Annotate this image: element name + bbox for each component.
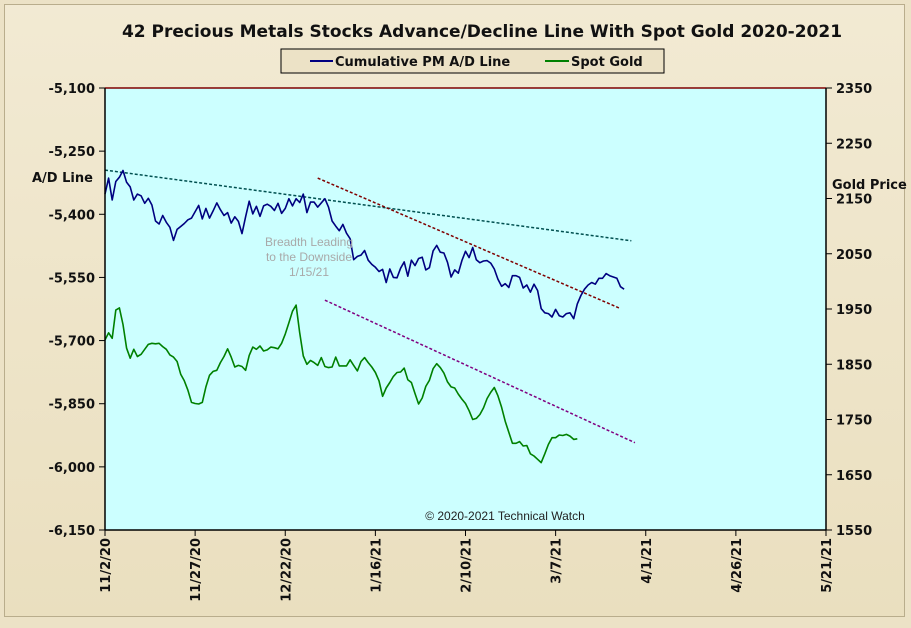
left-tick-label: -5,250 xyxy=(48,145,95,160)
x-tick-label: 4/1/21 xyxy=(640,538,655,584)
plot-area xyxy=(105,88,826,530)
left-tick-label: -5,100 xyxy=(48,82,95,97)
right-tick-label: 2150 xyxy=(836,193,872,208)
x-tick-label: 5/21/21 xyxy=(820,538,835,593)
left-tick-label: -5,550 xyxy=(48,271,95,286)
legend-label-ad-line: Cumulative PM A/D Line xyxy=(335,55,510,70)
left-axis-label: A/D Line xyxy=(32,171,93,186)
x-tick-label: 3/7/21 xyxy=(550,538,565,584)
x-axis-ticks: 11/2/20 11/27/20 12/22/20 1/16/21 2/10/21 3/7… xyxy=(99,530,835,602)
x-tick-label: 4/26/21 xyxy=(730,538,745,593)
x-tick-label: 11/2/20 xyxy=(99,538,114,593)
left-tick-label: -6,000 xyxy=(48,461,95,476)
copyright-text: © 2020-2021 Technical Watch xyxy=(425,509,585,523)
annotation-line-3: 1/15/21 xyxy=(289,265,329,279)
x-tick-label: 12/22/20 xyxy=(279,538,294,602)
right-tick-label: 2350 xyxy=(836,82,872,97)
chart: 42 Precious Metals Stocks Advance/Declin… xyxy=(32,22,907,602)
left-tick-label: -5,700 xyxy=(48,335,95,350)
right-tick-label: 2050 xyxy=(836,248,872,263)
right-tick-label: 1750 xyxy=(836,414,872,429)
left-tick-label: -5,850 xyxy=(48,398,95,413)
right-axis-label: Gold Price xyxy=(832,178,907,193)
annotation-line-1: Breadth Leading xyxy=(265,235,353,249)
trendline xyxy=(104,169,632,242)
left-tick-label: -5,400 xyxy=(48,208,95,223)
legend-box xyxy=(280,48,665,74)
right-tick-label: 1850 xyxy=(836,358,872,373)
series-line-ad-line xyxy=(104,169,625,320)
trendline xyxy=(324,299,636,444)
left-tick-label: -6,150 xyxy=(48,524,95,539)
x-tick-label: 2/10/21 xyxy=(460,538,475,593)
series-lines xyxy=(104,169,625,464)
chart-title: 42 Precious Metals Stocks Advance/Declin… xyxy=(122,22,842,42)
annotation-line-2: to the Downside xyxy=(266,250,352,264)
x-tick-label: 1/16/21 xyxy=(369,538,384,593)
right-axis-ticks: 2350 2250 2150 2050 1950 1850 1750 1650 1550 xyxy=(826,82,872,539)
right-tick-label: 1550 xyxy=(836,524,872,539)
right-tick-label: 1650 xyxy=(836,469,872,484)
left-axis-ticks: -5,100 -5,250 -5,400 -5,550 -5,700 -5,850 -6,0… xyxy=(48,82,105,539)
right-tick-label: 2250 xyxy=(836,137,872,152)
right-tick-label: 1950 xyxy=(836,303,872,318)
x-tick-label: 11/27/20 xyxy=(189,538,204,602)
legend: Cumulative PM A/D Line Spot Gold xyxy=(280,48,665,74)
trendlines xyxy=(104,169,636,444)
chart-frame: 42 Precious Metals Stocks Advance/Declin… xyxy=(4,4,907,617)
series-line-spot-gold xyxy=(104,304,578,464)
legend-label-spot-gold: Spot Gold xyxy=(571,55,643,70)
